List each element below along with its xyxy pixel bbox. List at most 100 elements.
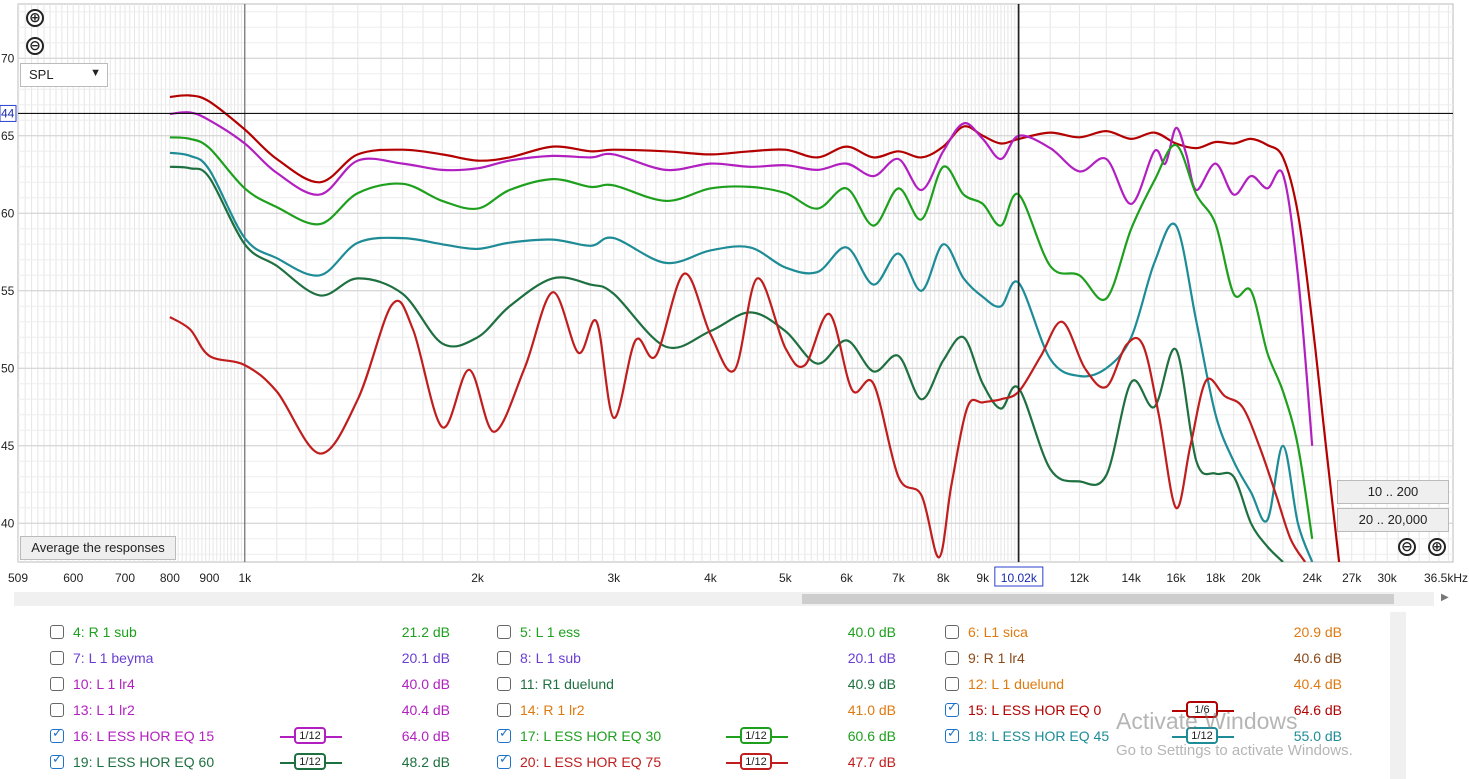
scroll-right-icon[interactable]: ▶ bbox=[1441, 592, 1449, 603]
x-axis-ticks: 509 600 700 800 900 1k 2k 3k 4k 5k 6k 7k 8k 9k 12k 14k 1… bbox=[8, 571, 1468, 585]
y-axis-ticks: 70 65 60 55 50 45 40 bbox=[1, 51, 15, 530]
legend-label[interactable]: 16: L ESS HOR EQ 15 bbox=[73, 728, 215, 744]
legend-checkbox[interactable] bbox=[945, 651, 959, 665]
x-tick-label: 5k bbox=[779, 571, 793, 585]
legend-vertical-scrollbar[interactable] bbox=[1390, 612, 1406, 779]
legend-checkbox[interactable] bbox=[497, 752, 511, 769]
legend-checkbox[interactable] bbox=[50, 726, 64, 743]
legend-checkbox[interactable] bbox=[497, 651, 511, 665]
chevron-down-icon: ▼ bbox=[90, 67, 101, 79]
x-tick-label: 7k bbox=[892, 571, 906, 585]
legend-value: 40.0 dB bbox=[847, 624, 896, 640]
legend-checkbox[interactable] bbox=[945, 700, 959, 717]
horizontal-scrollbar[interactable] bbox=[14, 592, 1434, 606]
smoothing-indicator[interactable]: 1/12 bbox=[726, 752, 788, 772]
legend-label[interactable]: 4: R 1 sub bbox=[73, 624, 137, 640]
legend-label[interactable]: 12: L 1 duelund bbox=[968, 676, 1065, 692]
legend-checkbox[interactable] bbox=[50, 625, 64, 639]
legend-label[interactable]: 14: R 1 lr2 bbox=[520, 702, 585, 718]
x-tick-label: 6k bbox=[840, 571, 854, 585]
zoom-out-icon[interactable]: ⊖ bbox=[26, 37, 44, 55]
legend-item: 13: L 1 lr2 40.4 dB bbox=[50, 698, 490, 724]
legend-item: 4: R 1 sub 21.2 dB bbox=[50, 620, 490, 646]
smoothing-indicator[interactable]: 1/12 bbox=[280, 726, 342, 746]
legend-label[interactable]: 13: L 1 lr2 bbox=[73, 702, 135, 718]
legend-checkbox[interactable] bbox=[497, 703, 511, 717]
legend-label[interactable]: 18: L ESS HOR EQ 45 bbox=[968, 728, 1110, 744]
legend-item: 19: L ESS HOR EQ 60 1/12 48.2 dB bbox=[50, 750, 490, 776]
legend-label[interactable]: 19: L ESS HOR EQ 60 bbox=[73, 754, 215, 770]
legend-label[interactable]: 17: L ESS HOR EQ 30 bbox=[520, 728, 662, 744]
x-tick-label: 1k bbox=[238, 571, 252, 585]
legend-checkbox[interactable] bbox=[945, 625, 959, 639]
smoothing-indicator[interactable]: 1/12 bbox=[280, 752, 342, 772]
x-tick-label: 509 bbox=[8, 571, 28, 585]
smoothing-label: 1/12 bbox=[294, 727, 326, 744]
smoothing-indicator[interactable]: 1/12 bbox=[1172, 726, 1234, 746]
legend-label[interactable]: 15: L ESS HOR EQ 0 bbox=[968, 702, 1102, 718]
series-line-17 bbox=[169, 136, 1314, 539]
measurement-legend: 4: R 1 sub 21.2 dB 5: L 1 ess 40.0 dB 6: L1 … bbox=[40, 608, 1410, 779]
legend-checkbox[interactable] bbox=[50, 752, 64, 769]
legend-checkbox[interactable] bbox=[497, 677, 511, 691]
legend-label[interactable]: 11: R1 duelund bbox=[520, 676, 614, 692]
x-tick-label: 8k bbox=[937, 571, 951, 585]
legend-item: 9: R 1 lr4 40.6 dB bbox=[945, 646, 1385, 672]
series-lines bbox=[169, 94, 1341, 562]
range-bass-button[interactable]: 10 .. 200 bbox=[1337, 480, 1449, 504]
measure-select[interactable]: SPL ▼ bbox=[20, 63, 108, 87]
measure-select-value: SPL bbox=[29, 67, 54, 82]
legend-label[interactable]: 6: L1 sica bbox=[968, 624, 1028, 640]
legend-label[interactable]: 10: L 1 lr4 bbox=[73, 676, 135, 692]
x-tick-label: 14k bbox=[1121, 571, 1141, 585]
legend-item: 16: L ESS HOR EQ 15 1/12 64.0 dB bbox=[50, 724, 490, 750]
legend-checkbox[interactable] bbox=[945, 726, 959, 743]
legend-item: 11: R1 duelund 40.9 dB bbox=[497, 672, 937, 698]
legend-item: 17: L ESS HOR EQ 30 1/12 60.6 dB bbox=[497, 724, 937, 750]
legend-value: 40.0 dB bbox=[401, 676, 450, 692]
legend-checkbox[interactable] bbox=[497, 625, 511, 639]
x-tick-label: 800 bbox=[160, 571, 180, 585]
legend-label[interactable]: 9: R 1 lr4 bbox=[968, 650, 1025, 666]
legend-item: 8: L 1 sub 20.1 dB bbox=[497, 646, 937, 672]
legend-checkbox[interactable] bbox=[50, 677, 64, 691]
frequency-response-chart[interactable]: 509 600 700 800 900 1k 2k 3k 4k 5k 6k 7k 8k 9k 12k 14k 1… bbox=[0, 0, 1469, 592]
legend-item: 18: L ESS HOR EQ 45 1/12 55.0 dB bbox=[945, 724, 1385, 750]
y-tick-label: 40 bbox=[1, 516, 15, 530]
zoom-out-x-icon[interactable]: ⊖ bbox=[1398, 538, 1416, 556]
legend-value: 64.6 dB bbox=[1293, 702, 1342, 718]
legend-checkbox[interactable] bbox=[50, 651, 64, 665]
zoom-in-x-icon[interactable]: ⊕ bbox=[1428, 538, 1446, 556]
legend-label[interactable]: 20: L ESS HOR EQ 75 bbox=[520, 754, 662, 770]
legend-value: 20.1 dB bbox=[847, 650, 896, 666]
legend-label[interactable]: 7: L 1 beyma bbox=[73, 650, 154, 666]
cursor-crosshair: 10.02k 44 bbox=[0, 4, 1453, 587]
scroll-thumb[interactable] bbox=[802, 594, 1394, 604]
legend-item: 5: L 1 ess 40.0 dB bbox=[497, 620, 937, 646]
x-tick-label: 24k bbox=[1303, 571, 1323, 585]
smoothing-indicator[interactable]: 1/12 bbox=[726, 726, 788, 746]
legend-item: 20: L ESS HOR EQ 75 1/12 47.7 dB bbox=[497, 750, 937, 776]
x-tick-label: 3k bbox=[607, 571, 621, 585]
legend-value: 21.2 dB bbox=[401, 624, 450, 640]
plot-area bbox=[17, 3, 1454, 563]
x-tick-label: 9k bbox=[976, 571, 990, 585]
legend-value: 20.9 dB bbox=[1293, 624, 1342, 640]
average-responses-button[interactable]: Average the responses bbox=[20, 536, 176, 560]
zoom-in-icon[interactable]: ⊕ bbox=[26, 9, 44, 27]
legend-checkbox[interactable] bbox=[50, 703, 64, 717]
range-full-button[interactable]: 20 .. 20,000 bbox=[1337, 508, 1449, 532]
x-tick-label: 36.5kHz bbox=[1424, 571, 1468, 585]
smoothing-label: 1/12 bbox=[1186, 727, 1218, 744]
legend-checkbox[interactable] bbox=[497, 726, 511, 743]
legend-checkbox[interactable] bbox=[945, 677, 959, 691]
legend-value: 40.4 dB bbox=[401, 702, 450, 718]
legend-label[interactable]: 8: L 1 sub bbox=[520, 650, 581, 666]
legend-label[interactable]: 5: L 1 ess bbox=[520, 624, 581, 640]
x-tick-label: 18k bbox=[1206, 571, 1226, 585]
x-tick-label: 600 bbox=[63, 571, 83, 585]
legend-value: 40.9 dB bbox=[847, 676, 896, 692]
legend-item: 15: L ESS HOR EQ 0 1/6 64.6 dB bbox=[945, 698, 1385, 724]
smoothing-indicator[interactable]: 1/6 bbox=[1172, 700, 1234, 720]
legend-item: 12: L 1 duelund 40.4 dB bbox=[945, 672, 1385, 698]
